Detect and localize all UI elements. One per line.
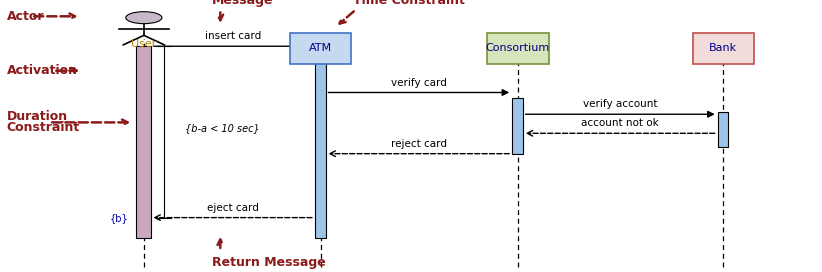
- Bar: [315, 46, 326, 238]
- Text: reject card: reject card: [390, 139, 447, 149]
- Text: verify card: verify card: [391, 78, 446, 88]
- Text: {b-a < 10 sec}: {b-a < 10 sec}: [185, 123, 259, 133]
- Bar: [692, 33, 755, 64]
- Text: Actor: Actor: [7, 10, 44, 23]
- Text: Activation: Activation: [7, 64, 77, 77]
- Text: User: User: [132, 39, 156, 50]
- Text: insert card: insert card: [205, 31, 261, 41]
- Text: Message: Message: [212, 0, 274, 7]
- Bar: [136, 46, 150, 238]
- Text: {b}: {b}: [110, 213, 128, 222]
- Text: Constraint: Constraint: [7, 121, 80, 134]
- Text: account not ok: account not ok: [581, 118, 659, 128]
- Text: Bank: Bank: [709, 43, 737, 53]
- Bar: [512, 98, 523, 154]
- Text: ATM: ATM: [309, 43, 332, 53]
- Text: Time Constraint: Time Constraint: [353, 0, 465, 7]
- Text: Duration: Duration: [7, 110, 67, 123]
- Bar: [290, 33, 352, 64]
- Text: eject card: eject card: [206, 203, 259, 213]
- Text: Return Message: Return Message: [212, 256, 326, 269]
- Bar: [718, 112, 728, 147]
- Circle shape: [126, 12, 162, 24]
- Text: Consortium: Consortium: [486, 43, 550, 53]
- Bar: [487, 33, 549, 64]
- Text: verify account: verify account: [583, 99, 658, 109]
- Text: {a}: {a}: [331, 50, 350, 60]
